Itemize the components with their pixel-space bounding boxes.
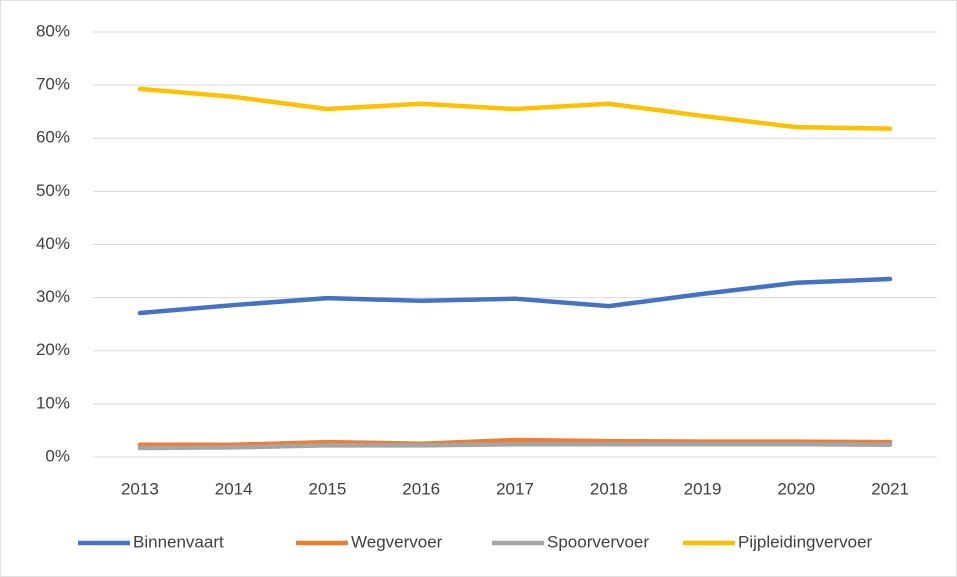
y-tick-label: 20% — [36, 340, 70, 359]
y-tick-label: 50% — [36, 181, 70, 200]
series-line — [137, 437, 893, 448]
legend-label: Binnenvaart — [133, 532, 224, 551]
x-tick-label: 2014 — [215, 479, 253, 498]
x-tick-label: 2020 — [777, 479, 815, 498]
legend-label: Wegvervoer — [351, 532, 443, 551]
y-tick-label: 60% — [36, 128, 70, 147]
x-tick-label: 2013 — [121, 479, 159, 498]
x-tick-label: 2019 — [684, 479, 722, 498]
x-tick-label: 2015 — [309, 479, 347, 498]
y-tick-label: 40% — [36, 234, 70, 253]
y-tick-label: 10% — [36, 393, 70, 412]
y-tick-label: 0% — [45, 446, 70, 465]
y-tick-label: 30% — [36, 287, 70, 306]
x-tick-label: 2021 — [871, 479, 909, 498]
legend-label: Pijpleidingvervoer — [738, 532, 873, 551]
series-line — [137, 442, 893, 451]
legend-label: Spoorvervoer — [547, 532, 649, 551]
series-line — [137, 276, 893, 316]
series-line — [137, 86, 893, 131]
y-tick-label: 80% — [36, 21, 70, 40]
x-tick-label: 2016 — [402, 479, 440, 498]
x-tick-label: 2017 — [496, 479, 534, 498]
x-tick-label: 2018 — [590, 479, 628, 498]
y-tick-label: 70% — [36, 75, 70, 94]
